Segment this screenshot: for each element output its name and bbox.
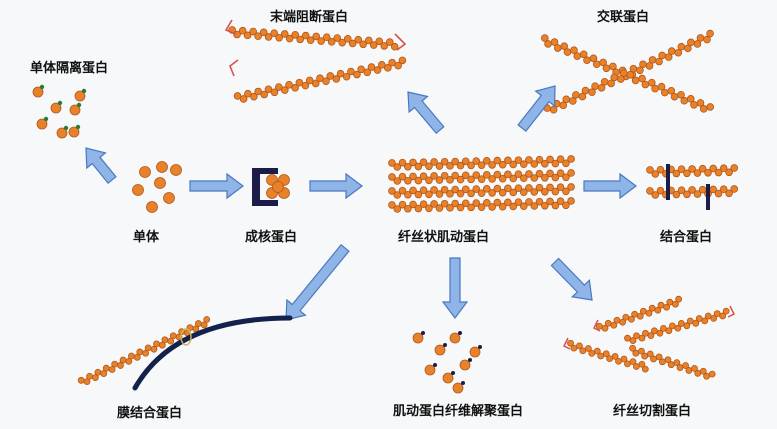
label-capping: 末端阻断蛋白: [270, 10, 349, 25]
monomer-6: [146, 201, 158, 213]
binding-protein-bars: [666, 164, 710, 210]
nucleating-complex: [252, 168, 290, 206]
sequestered-monomer-5: [74, 88, 87, 102]
arrow-to-depolymerizing: [441, 257, 469, 319]
f-actin-filament-2: [388, 169, 575, 185]
binding-filament-1: [646, 164, 739, 178]
depolymerized-monomer-1: [412, 331, 425, 344]
depolymerized-monomer-5: [442, 371, 455, 384]
label-f-actin: 纤丝状肌动蛋白: [398, 230, 490, 245]
monomer-1: [139, 166, 151, 178]
membrane-bound-filament: [77, 316, 211, 386]
arrow-to-crosslinking: [517, 85, 556, 132]
depolymerized-monomer-2: [434, 343, 447, 356]
capping-filament-1: [228, 26, 399, 51]
arrows-layer: [85, 85, 637, 321]
membrane-arc: [132, 315, 293, 391]
sequestered-monomer-4: [69, 102, 82, 116]
extras-layer: [32, 19, 736, 394]
arrow-monomer-to-nucleating: [189, 172, 244, 200]
crosslink-filament-2: [543, 29, 714, 114]
arrow-nucleating-to-f-actin: [309, 172, 363, 200]
label-severing: 纤丝切割蛋白: [613, 404, 692, 419]
severed-fragment-3: [567, 339, 649, 373]
label-membrane-binding: 膜结合蛋白: [117, 406, 183, 421]
f-actin-filament-1: [388, 155, 575, 171]
capping-filament-2: [233, 56, 407, 103]
severed-fragment-4: [629, 344, 716, 380]
monomer-3: [170, 164, 182, 176]
arrow-to-severing: [550, 257, 593, 301]
depolymerized-monomer-6: [459, 358, 472, 371]
depolymerized-monomer-4: [424, 363, 437, 376]
depolymerized-monomer-3: [449, 331, 462, 344]
monomer-2: [154, 177, 166, 189]
sequestered-monomer-6: [56, 125, 69, 139]
f-actin-filament-3: [388, 183, 575, 199]
label-crosslinking: 交联蛋白: [597, 10, 650, 25]
arrow-to-membrane-binding: [285, 243, 350, 321]
severing-brackets: [562, 305, 736, 350]
capping-caps: [224, 19, 407, 77]
arrow-to-capping: [407, 91, 445, 135]
severed-fragment-1: [595, 295, 683, 332]
binding-filament-2: [646, 185, 739, 199]
monomer-4: [132, 184, 144, 196]
filaments-layer: [77, 26, 739, 386]
sequestered-monomer-7: [68, 124, 81, 138]
monomer-5: [163, 192, 175, 204]
depolymerized-monomer-8: [452, 381, 465, 394]
sequestered-monomer-2: [50, 100, 63, 114]
label-monomer: 单体: [133, 230, 160, 245]
label-depolymerizing: 肌动蛋白纤维解聚蛋白: [393, 404, 524, 419]
sequestered-monomer-3: [36, 116, 49, 130]
arrow-to-binding: [583, 172, 637, 200]
label-binding: 结合蛋白: [660, 230, 713, 245]
arrow-monomer-to-sequestering: [85, 147, 117, 185]
severed-fragment-2: [624, 307, 730, 344]
membrane-linker: [180, 328, 192, 346]
label-nucleating: 成核蛋白: [245, 230, 298, 245]
sequestered-monomer-1: [32, 84, 45, 98]
f-actin-filament-4: [388, 197, 575, 213]
depolymerized-monomer-7: [469, 345, 482, 358]
label-monomer-sequestering: 单体隔离蛋白: [30, 61, 109, 76]
monomer-7: [156, 161, 168, 173]
crosslink-filament-1: [541, 34, 715, 113]
